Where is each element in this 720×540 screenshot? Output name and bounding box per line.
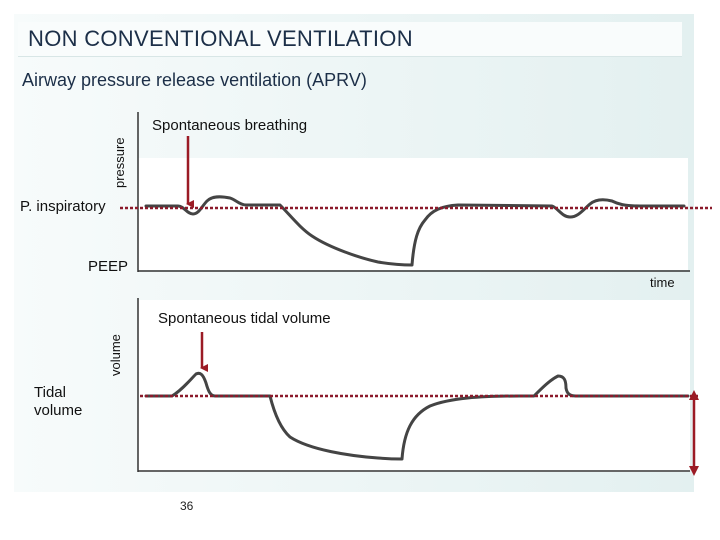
pressure-waveform <box>144 195 686 267</box>
slide-title: NON CONVENTIONAL VENTILATION <box>28 26 413 51</box>
tidal-volume-arrow-bottom <box>689 466 699 476</box>
tidal-volume-label: Tidal volume <box>34 384 83 419</box>
page-number: 36 <box>180 499 194 513</box>
title-bar <box>18 22 682 57</box>
p-inspiratory-label: P. inspiratory <box>20 198 106 215</box>
peep-label: PEEP <box>88 258 129 275</box>
time-label: time <box>650 275 675 290</box>
spontaneous-breathing-label: Spontaneous breathing <box>152 117 308 134</box>
volume-axis-label: volume <box>108 334 123 376</box>
spontaneous-tidal-volume-label: Spontaneous tidal volume <box>158 310 331 327</box>
volume-graph-area <box>138 300 690 472</box>
slide-subtitle: Airway pressure release ventilation (APR… <box>22 70 367 90</box>
pressure-axis-label: pressure <box>112 137 127 188</box>
volume-waveform <box>144 371 690 461</box>
tidal-volume-arrow-top <box>689 390 699 400</box>
